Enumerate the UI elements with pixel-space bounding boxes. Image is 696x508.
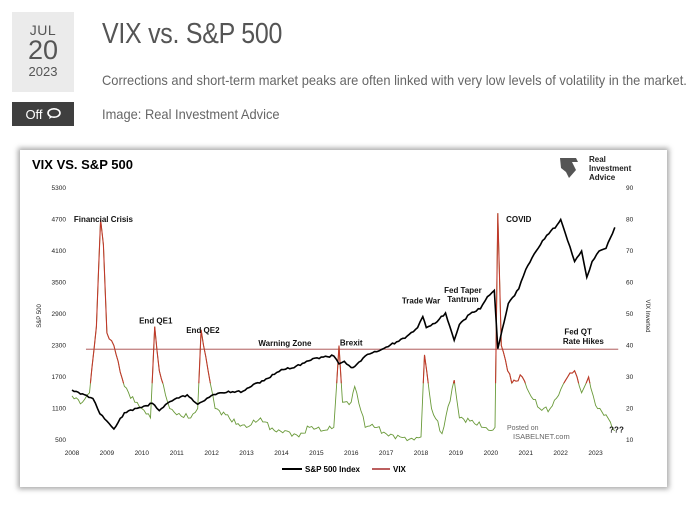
right-tick-label: 70 — [626, 248, 634, 255]
x-tick-label: 2022 — [553, 450, 568, 457]
chart-annotation: Warning Zone — [258, 339, 312, 348]
right-tick-label: 60 — [626, 280, 634, 287]
vix-line-low — [71, 213, 616, 442]
x-tick-label: 2013 — [239, 450, 254, 457]
right-tick-label: 30 — [626, 374, 634, 381]
watermark: Posted on ISABELNET.com — [507, 425, 570, 441]
date-day: 20 — [27, 35, 59, 65]
right-tick-label: 10 — [626, 437, 634, 444]
right-axis-ticks: 10 20 30 40 50 60 70 80 90 — [626, 185, 634, 444]
comments-label: Off — [25, 106, 43, 122]
left-tick-label: 3500 — [52, 280, 67, 287]
x-tick-label: 2020 — [484, 450, 499, 457]
chart-annotation: ??? — [609, 426, 624, 435]
brand-line-1: Real — [589, 155, 606, 164]
legend-sp500-label: S&P 500 Index — [305, 465, 361, 474]
chart-annotation: Rate Hikes — [563, 337, 604, 346]
chart-title: VIX VS. S&P 500 — [32, 157, 133, 172]
x-tick-label: 2008 — [65, 450, 80, 457]
right-tick-label: 40 — [626, 343, 634, 350]
chart-annotation: COVID — [506, 215, 532, 224]
brand-logo-icon — [560, 158, 578, 178]
chart-annotation: Tantrum — [447, 295, 478, 304]
left-tick-label: 2300 — [52, 343, 67, 350]
image-credit: Image: Real Investment Advice — [102, 106, 280, 122]
x-axis-ticks: 2008 2009 2010 2011 2012 2013 2014 2015 2016 2017… — [65, 450, 603, 457]
left-tick-label: 1700 — [52, 374, 67, 381]
x-tick-label: 2019 — [449, 450, 464, 457]
x-tick-label: 2017 — [379, 450, 394, 457]
post-date: JUL 20 2023 — [12, 12, 74, 92]
chart-annotation: Fed QT — [564, 327, 592, 336]
chart-annotation: End QE1 — [139, 316, 173, 325]
right-tick-label: 50 — [626, 311, 634, 318]
chart-annotation: Financial Crisis — [74, 215, 134, 224]
left-tick-label: 500 — [55, 437, 66, 444]
watermark-line-1: Posted on — [507, 425, 539, 432]
x-tick-label: 2010 — [135, 450, 150, 457]
vix-line-high — [89, 213, 591, 384]
sp500-line — [71, 217, 616, 431]
left-axis-ticks: 500 1100 1700 2300 2900 3500 4100 4700 5300 — [52, 185, 67, 444]
right-tick-label: 80 — [626, 217, 634, 224]
x-tick-label: 2015 — [309, 450, 324, 457]
left-axis-label: S&P 500 — [37, 304, 43, 328]
left-tick-label: 4700 — [52, 217, 67, 224]
chart-annotation: Trade War — [402, 297, 440, 306]
left-tick-label: 5300 — [52, 185, 67, 192]
chart-annotation: Fed Taper — [444, 286, 482, 295]
x-tick-label: 2023 — [588, 450, 603, 457]
watermark-line-2: ISABELNET.com — [513, 432, 570, 441]
brand-logo: Real Investment Advice — [560, 155, 632, 182]
post-title[interactable]: VIX vs. S&P 500 — [102, 18, 283, 50]
x-tick-label: 2011 — [170, 450, 184, 457]
right-tick-label: 90 — [626, 185, 634, 192]
post-description: Corrections and short-term market peaks … — [102, 72, 687, 88]
right-axis-label: VIX Inverted — [644, 299, 650, 332]
brand-line-2: Investment — [589, 164, 632, 173]
left-tick-label: 4100 — [52, 248, 67, 255]
right-tick-label: 20 — [626, 406, 634, 413]
date-year: 2023 — [28, 64, 58, 79]
chart-annotations: Financial Crisis End QE1 End QE2 Warning Zo… — [74, 215, 624, 435]
date-month: JUL — [29, 22, 57, 38]
legend-vix-label: VIX — [393, 465, 407, 474]
chart-annotation: Brexit — [340, 339, 363, 348]
chart-image: VIX VS. S&P 500 Real Investment Advice S… — [20, 150, 667, 487]
x-tick-label: 2012 — [204, 450, 219, 457]
chart-legend: S&P 500 Index VIX — [282, 465, 407, 474]
comments-button[interactable]: Off — [12, 102, 74, 126]
chart-annotation: End QE2 — [186, 326, 220, 335]
x-tick-label: 2009 — [100, 450, 115, 457]
left-tick-label: 2900 — [52, 311, 67, 318]
x-tick-label: 2021 — [519, 450, 534, 457]
x-tick-label: 2018 — [414, 450, 429, 457]
x-tick-label: 2016 — [344, 450, 359, 457]
x-tick-label: 2014 — [274, 450, 289, 457]
left-tick-label: 1100 — [52, 406, 66, 413]
comment-icon — [46, 108, 61, 119]
brand-line-3: Advice — [589, 173, 616, 182]
vix-sp500-chart: VIX VS. S&P 500 Real Investment Advice S… — [32, 155, 650, 474]
